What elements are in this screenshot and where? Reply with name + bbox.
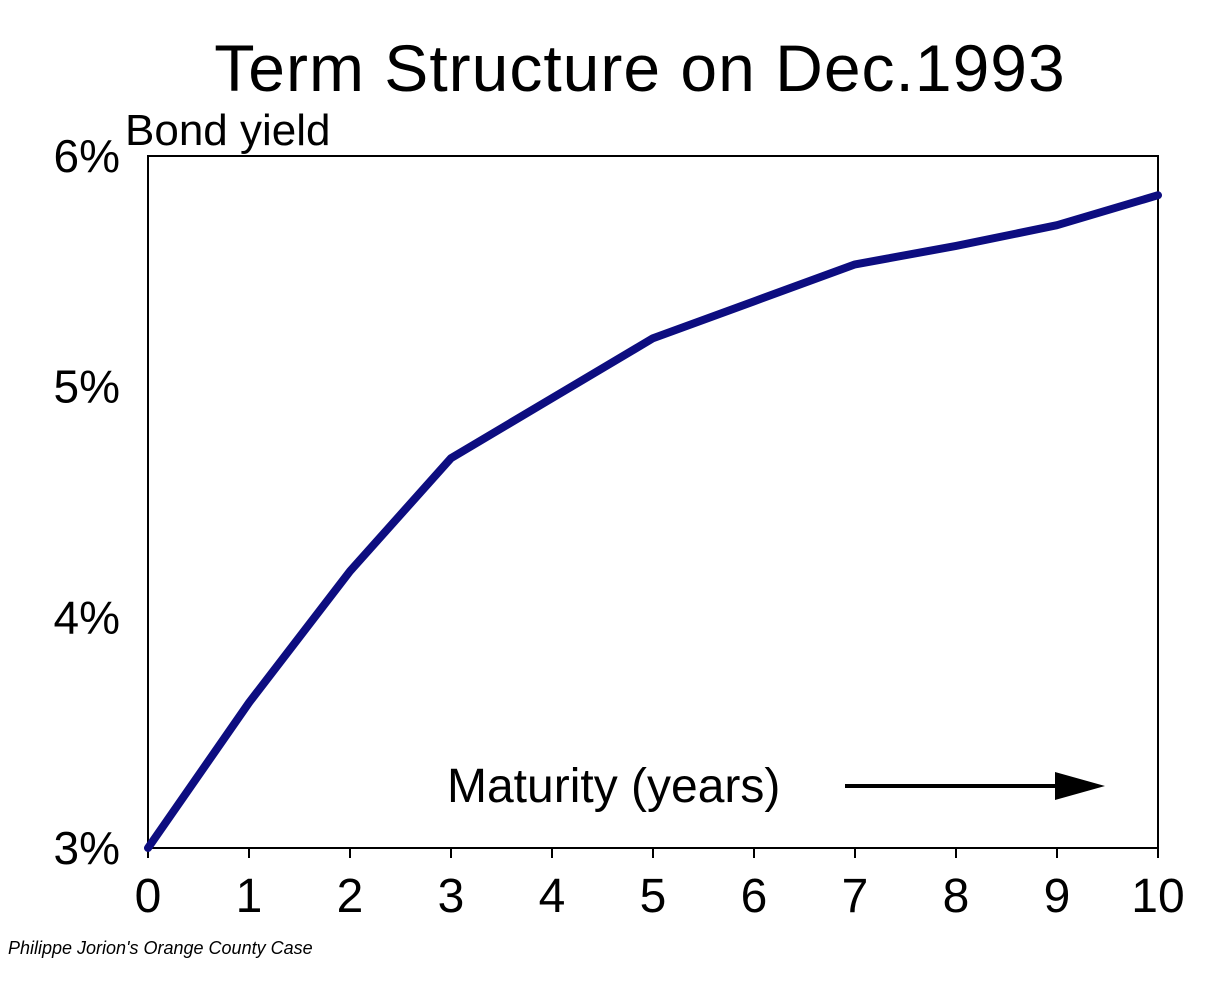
source-credit: Philippe Jorion's Orange County Case: [8, 938, 313, 958]
plot-frame: [147, 155, 1159, 849]
x-tick-label: 7: [842, 870, 869, 923]
x-tick-label: 1: [236, 870, 263, 923]
y-tick-label: 6%: [54, 130, 120, 182]
x-tick-label: 0: [135, 870, 162, 923]
x-tick-label: 8: [943, 870, 970, 923]
x-tick-label: 4: [539, 870, 566, 923]
x-tick-label: 5: [640, 870, 667, 923]
y-tick-label: 4%: [54, 591, 120, 643]
y-tick-label: 5%: [54, 361, 120, 413]
arrow-icon: [845, 772, 1105, 800]
x-tick-label: 6: [741, 870, 768, 923]
x-tick-label: 2: [337, 870, 364, 923]
x-tick-label: 10: [1131, 870, 1184, 923]
y-axis-label: Bond yield: [125, 106, 331, 155]
chart-title: Term Structure on Dec.1993: [214, 31, 1066, 105]
y-ticks: 3% 4% 5% 6%: [54, 130, 120, 874]
x-tick-label: 3: [438, 870, 465, 923]
x-axis-label: Maturity (years): [447, 760, 780, 813]
y-tick-label: 3%: [54, 822, 120, 874]
x-tick-label: 9: [1044, 870, 1071, 923]
x-ticks: 0 1 2 3 4 5 6 7 8 9 10: [135, 848, 1185, 923]
series-line: [144, 191, 1162, 852]
